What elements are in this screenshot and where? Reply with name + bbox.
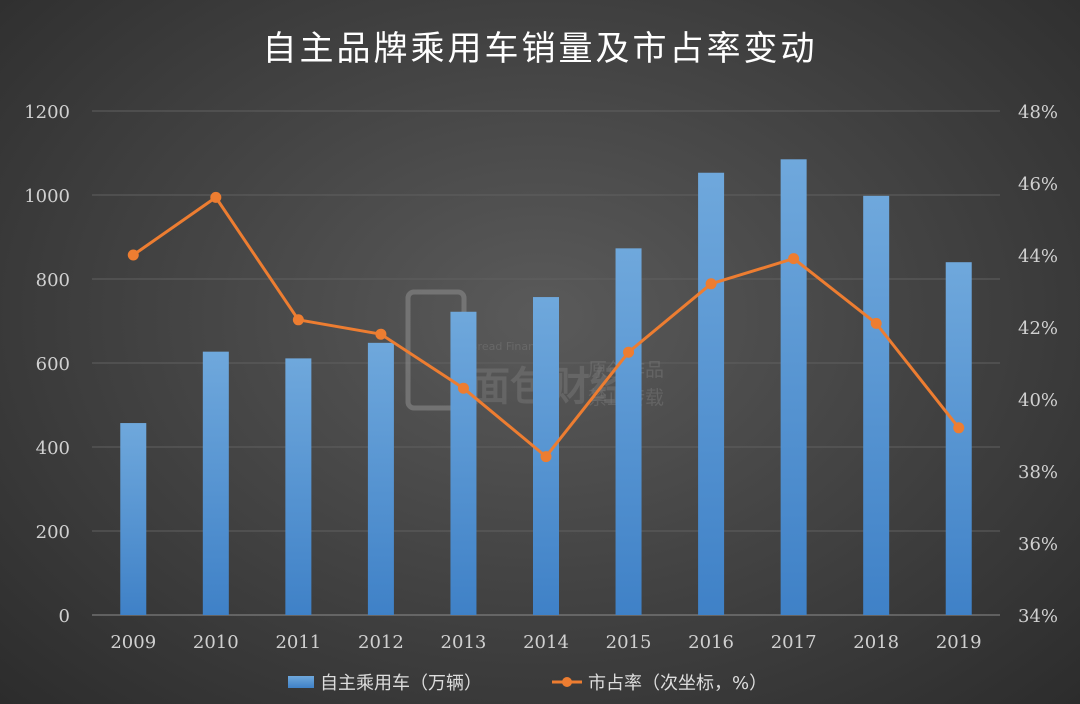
share-point [127, 249, 139, 261]
bar-series [120, 159, 972, 616]
x-tick-label: 2010 [193, 632, 239, 653]
bar [120, 423, 147, 615]
bar [945, 262, 972, 615]
x-tick-label: 2019 [936, 632, 982, 653]
y-right-tick-label: 38% [1018, 462, 1058, 483]
legend-line-marker [562, 677, 572, 687]
x-tick-label: 2012 [358, 632, 404, 653]
chart-title: 自主品牌乘用车销量及市占率变动 [263, 29, 818, 69]
share-point [292, 314, 304, 326]
share-point [705, 278, 717, 290]
right-axis: 34% 36% 38% 40% 42% 44% 46% 48% [1018, 102, 1058, 627]
y-right-tick-label: 48% [1018, 102, 1058, 123]
bar [450, 311, 477, 615]
y-left-tick-label: 400 [36, 438, 70, 459]
x-tick-label: 2016 [688, 632, 734, 653]
x-tick-label: 2015 [606, 632, 652, 653]
y-right-tick-label: 34% [1018, 606, 1058, 627]
bar [367, 342, 394, 615]
legend: 自主乘用车（万辆） 市占率（次坐标，%） [288, 673, 767, 694]
x-axis: 2009 2010 2011 2012 2013 2014 2015 2016 2017 2018… [110, 632, 981, 653]
y-left-tick-label: 800 [36, 270, 70, 291]
watermark-en: Bread Finance [470, 340, 548, 353]
x-tick-label: 2013 [441, 632, 487, 653]
y-left-tick-label: 1000 [24, 186, 70, 207]
share-point [953, 422, 965, 434]
share-point [870, 317, 882, 329]
share-point [788, 253, 800, 265]
y-right-tick-label: 44% [1018, 246, 1058, 267]
legend-bar-swatch [288, 676, 314, 688]
y-left-tick-label: 200 [36, 522, 70, 543]
y-right-tick-label: 42% [1018, 318, 1058, 339]
bar [615, 248, 642, 615]
y-right-tick-label: 46% [1018, 174, 1058, 195]
y-right-tick-label: 40% [1018, 390, 1058, 411]
bar [202, 351, 229, 615]
share-point [210, 191, 222, 203]
y-left-tick-label: 600 [36, 354, 70, 375]
y-left-tick-label: 0 [59, 606, 70, 627]
share-point [375, 328, 387, 340]
x-tick-label: 2017 [771, 632, 817, 653]
line-series [127, 191, 965, 463]
x-tick-label: 2014 [523, 632, 569, 653]
x-tick-label: 2011 [275, 632, 321, 653]
x-tick-label: 2018 [853, 632, 899, 653]
x-tick-label: 2009 [110, 632, 156, 653]
bar [698, 172, 725, 616]
share-point [540, 451, 552, 463]
left-axis: 0 200 400 600 800 1000 1200 [24, 102, 70, 627]
legend-line-label: 市占率（次坐标，%） [588, 673, 767, 694]
share-point [623, 346, 635, 358]
y-right-tick-label: 36% [1018, 534, 1058, 555]
y-left-tick-label: 1200 [24, 102, 70, 123]
share-point [457, 382, 469, 394]
bar [285, 358, 312, 615]
bar [780, 159, 807, 616]
bar [863, 195, 890, 615]
legend-bar-label: 自主乘用车（万辆） [320, 673, 482, 694]
